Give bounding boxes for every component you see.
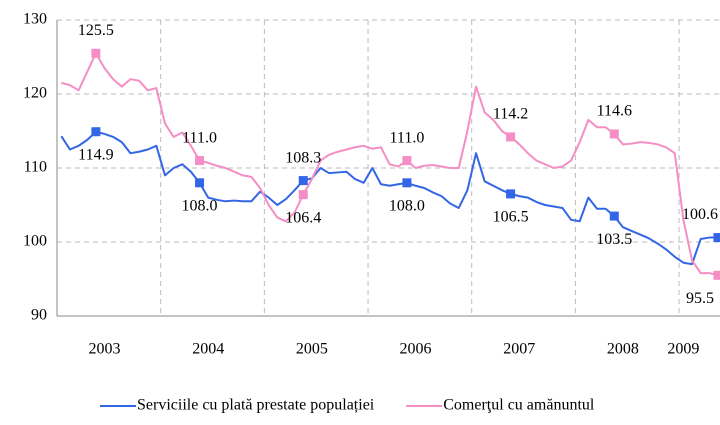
marker [195, 156, 205, 166]
x-tick-label: 2004 [192, 341, 224, 358]
x-tick-label: 2009 [667, 341, 699, 358]
y-tick-label: 110 [24, 159, 47, 176]
y-tick-label: 100 [23, 233, 47, 250]
y-tick-label: 90 [31, 307, 47, 324]
marker [298, 190, 308, 200]
marker [506, 132, 516, 142]
series-line [60, 130, 718, 266]
marker [91, 127, 101, 137]
data-label: 100.6 [682, 206, 718, 223]
marker [402, 178, 412, 188]
x-tick-label: 2007 [503, 341, 535, 358]
data-label: 114.2 [493, 106, 528, 123]
data-label: 108.0 [389, 197, 425, 214]
data-label: 106.5 [493, 209, 529, 226]
x-tick-label: 2003 [89, 341, 121, 358]
series-line [61, 52, 719, 277]
data-label: 108.3 [285, 149, 321, 166]
marker [609, 211, 619, 221]
marker [91, 48, 101, 58]
x-tick-label: 2006 [400, 341, 432, 358]
legend-label: Serviciile cu plată prestate populației [137, 397, 375, 414]
legend-label: Comerţul cu amănuntul [443, 397, 595, 414]
marker [609, 129, 619, 139]
data-label: 95.5 [686, 290, 714, 307]
marker [298, 176, 308, 186]
marker [402, 156, 412, 166]
data-label: 103.5 [596, 231, 632, 248]
y-tick-label: 130 [23, 11, 47, 28]
data-label: 111.0 [182, 129, 217, 146]
marker [713, 270, 720, 280]
data-label: 114.9 [78, 146, 113, 163]
y-tick-label: 120 [23, 85, 47, 102]
x-tick-label: 2005 [296, 341, 328, 358]
marker [195, 178, 205, 188]
data-label: 111.0 [390, 129, 425, 146]
marker [713, 233, 720, 243]
data-label: 106.4 [285, 209, 321, 226]
data-label: 114.6 [597, 103, 632, 120]
x-tick-label: 2008 [607, 341, 639, 358]
data-label: 125.5 [78, 22, 114, 39]
data-label: 108.0 [182, 197, 218, 214]
marker [506, 189, 516, 199]
